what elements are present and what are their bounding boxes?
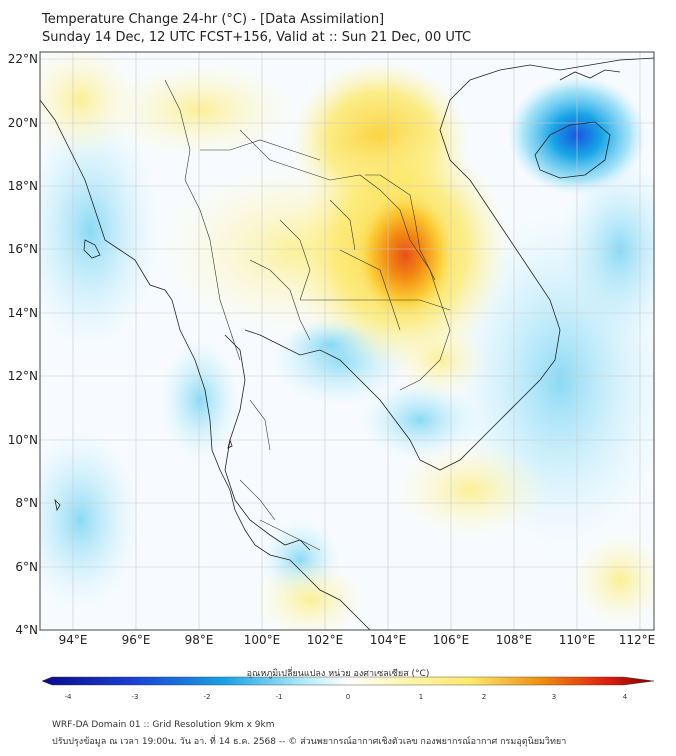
temperature-field	[40, 52, 654, 630]
graticule	[40, 52, 654, 630]
lon-label: 102°E	[306, 633, 344, 647]
lon-label: 96°E	[121, 633, 151, 647]
colorbar-tick: 4	[622, 693, 628, 701]
lat-label: 12°N	[7, 369, 38, 383]
colorbar-label: อุณหภูมิเปลี่ยนแปลง หน่วย องศาเซลเซียส (…	[246, 669, 430, 679]
lat-label: 18°N	[7, 179, 38, 193]
lon-label: 98°E	[184, 633, 214, 647]
coastlines	[40, 57, 654, 630]
lat-label: 22°N	[7, 52, 38, 66]
lat-label: 14°N	[7, 306, 38, 320]
lon-label: 104°E	[369, 633, 407, 647]
lat-label: 6°N	[15, 560, 38, 574]
lat-label: 8°N	[15, 496, 38, 510]
map-title: Temperature Change 24-hr (°C) - [Data As…	[42, 12, 385, 27]
lon-label: 100°E	[243, 633, 281, 647]
lat-label: 16°N	[7, 242, 38, 256]
map-frame	[39, 51, 655, 631]
colorbar	[41, 676, 655, 686]
colorbar-tick: 0	[345, 693, 351, 701]
colorbar-tick: 3	[551, 693, 557, 701]
colorbar-tick: 1	[418, 693, 424, 701]
colorbar-tick: 2	[481, 693, 487, 701]
footer-model-info: WRF-DA Domain 01 :: Grid Resolution 9km …	[52, 720, 275, 730]
lon-label: 108°E	[495, 633, 533, 647]
lon-label: 106°E	[432, 633, 470, 647]
colorbar-tick: -4	[64, 693, 72, 701]
map-subtitle: Sunday 14 Dec, 12 UTC FCST+156, Valid at…	[42, 30, 472, 45]
lon-label: 112°E	[618, 633, 656, 647]
colorbar-tick: -2	[203, 693, 211, 701]
lon-label: 110°E	[558, 633, 596, 647]
lat-label: 20°N	[7, 116, 38, 130]
colorbar-tick: -1	[275, 693, 283, 701]
colorbar-tick: -3	[131, 693, 139, 701]
lat-label: 10°N	[7, 433, 38, 447]
borders	[164, 79, 451, 551]
lat-label: 4°N	[15, 623, 38, 637]
lon-label: 94°E	[58, 633, 88, 647]
footer-update-info: ปรับปรุงข้อมูล ณ เวลา 19:00น. วัน อา. ที…	[52, 737, 567, 747]
